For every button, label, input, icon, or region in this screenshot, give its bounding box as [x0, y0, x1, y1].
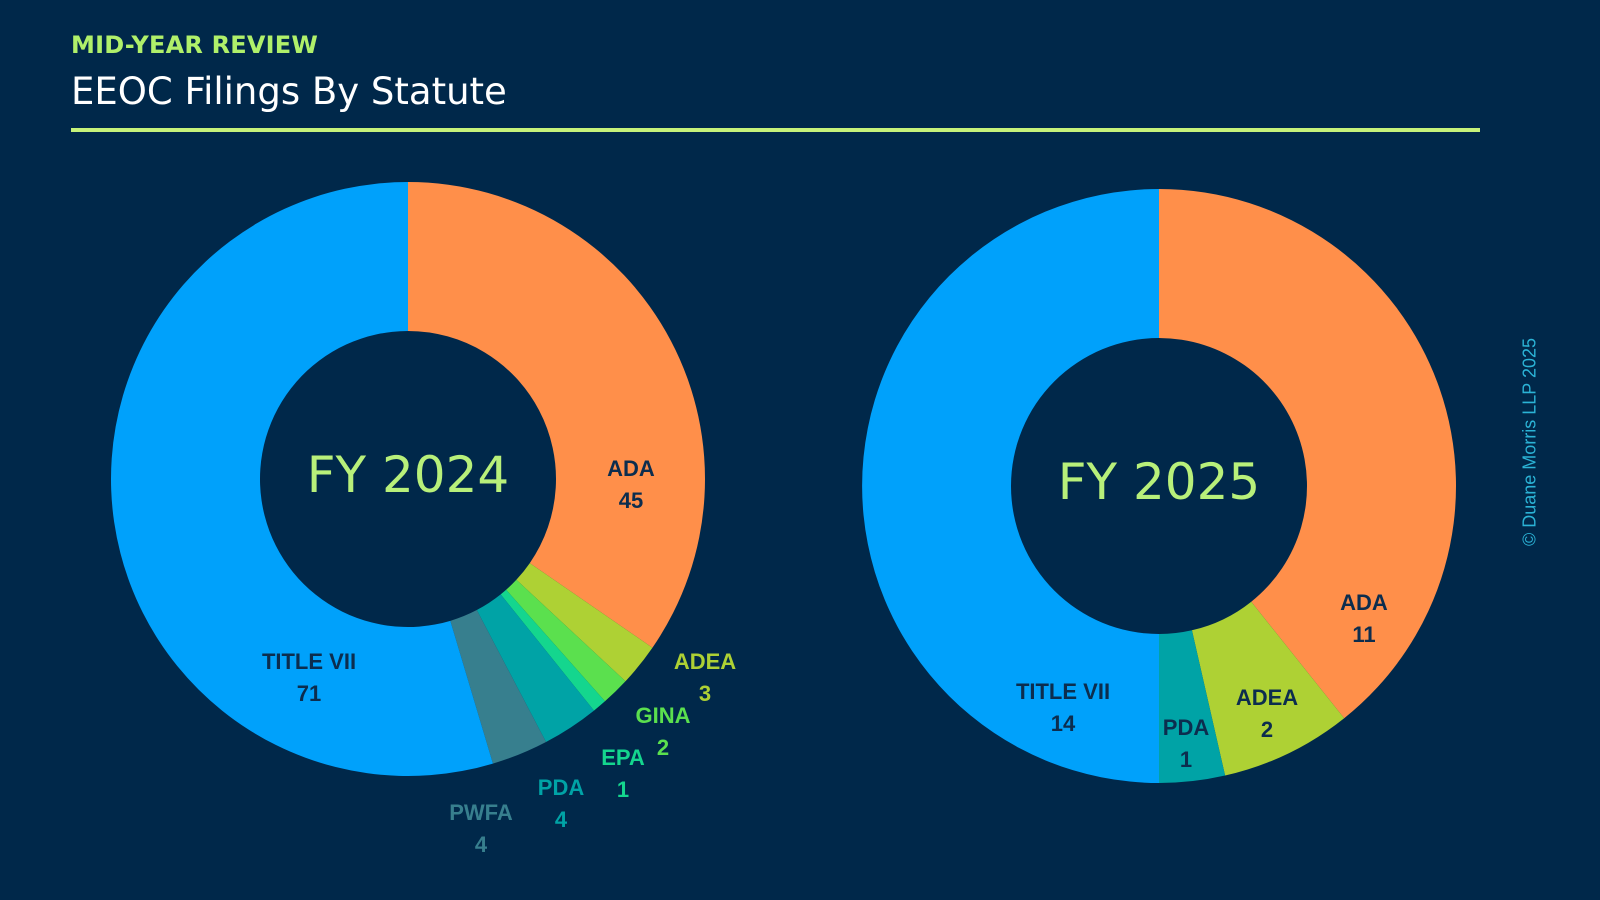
title-divider: [71, 128, 1480, 132]
donut-charts: FY 2024 ADA 45 ADEA 3 GINA 2 EPA 1 PDA 4 PWFA 4 TITLE…: [110, 182, 1457, 857]
slice-label-title-vii: TITLE VII: [262, 649, 356, 674]
slice-label-pwfa: PWFA: [449, 800, 513, 825]
slice-adea: [1191, 601, 1345, 776]
slice-label-pda: PDA: [538, 775, 585, 800]
chart-center-title: FY 2025: [1058, 453, 1260, 511]
slice-value-ada: 11: [1352, 622, 1375, 647]
copyright-notice: © Duane Morris LLP 2025: [1519, 337, 1540, 547]
slice-title-vii: [862, 189, 1159, 783]
slice-label-adea: ADEA: [674, 649, 736, 674]
slice-value-title-vii: 14: [1051, 711, 1076, 736]
slice-adea: [516, 563, 653, 682]
section-kicker: MID-YEAR REVIEW: [71, 31, 319, 59]
slice-label-pda: PDA: [1163, 715, 1210, 740]
slice-gina: [506, 579, 626, 702]
slice-label-title-vii: TITLE VII: [1016, 679, 1110, 704]
slice-ada: [408, 182, 705, 648]
slice-value-adea: 3: [699, 681, 711, 706]
slice-label-gina: GINA: [636, 703, 691, 728]
slice-value-pda: 1: [1180, 747, 1192, 772]
slice-epa: [500, 589, 605, 711]
page-title: EEOC Filings By Statute: [71, 70, 507, 113]
slice-pda: [476, 594, 594, 742]
slice-label-adea: ADEA: [1236, 685, 1298, 710]
donut-chart-fy2025: FY 2025 ADA 11 ADEA 2 PDA 1 TITLE VII 14: [862, 189, 1457, 783]
slice-value-epa: 1: [617, 777, 629, 802]
slice-value-adea: 2: [1261, 717, 1273, 742]
slice-label-ada: ADA: [607, 456, 655, 481]
slice-pwfa: [450, 610, 547, 764]
donut-chart-fy2024: FY 2024 ADA 45 ADEA 3 GINA 2 EPA 1 PDA 4 PWFA 4 TITLE…: [110, 182, 736, 857]
slice-value-gina: 2: [657, 735, 669, 760]
slice-value-ada: 45: [619, 488, 643, 513]
slice-label-ada: ADA: [1340, 590, 1388, 615]
slice-value-title-vii: 71: [297, 681, 321, 706]
chart-center-title: FY 2024: [307, 446, 509, 504]
slice-value-pwfa: 4: [475, 832, 488, 857]
slice-pda: [1159, 630, 1226, 783]
slice-ada: [1159, 189, 1457, 719]
slide: MID-YEAR REVIEW EEOC Filings By Statute …: [71, 31, 1540, 857]
slice-label-epa: EPA: [601, 745, 645, 770]
slice-title-vii: [110, 182, 493, 776]
slice-value-pda: 4: [555, 807, 568, 832]
